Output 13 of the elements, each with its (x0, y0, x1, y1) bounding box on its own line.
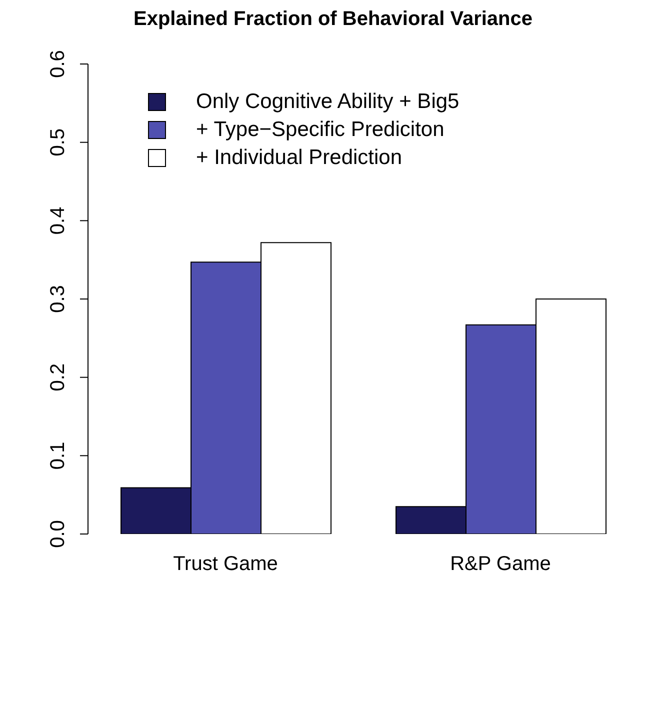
y-tick-label: 0.5 (47, 128, 69, 156)
y-tick-label: 0.2 (47, 363, 69, 392)
y-tick-label: 0.0 (47, 520, 69, 548)
y-tick-label: 0.1 (47, 442, 69, 470)
legend-label: + Type−Specific Prediciton (196, 117, 444, 143)
x-tick-label: R&P Game (450, 553, 551, 576)
y-tick-label: 0.4 (47, 206, 69, 235)
y-tick-label: 0.6 (47, 50, 69, 78)
y-tick-label: 0.3 (47, 285, 69, 313)
legend-label: Only Cognitive Ability + Big5 (196, 89, 460, 115)
chart-title: Explained Fraction of Behavioral Variance (132, 8, 534, 32)
legend-label: + Individual Prediction (196, 145, 402, 171)
x-tick-label: Trust Game (173, 553, 278, 576)
